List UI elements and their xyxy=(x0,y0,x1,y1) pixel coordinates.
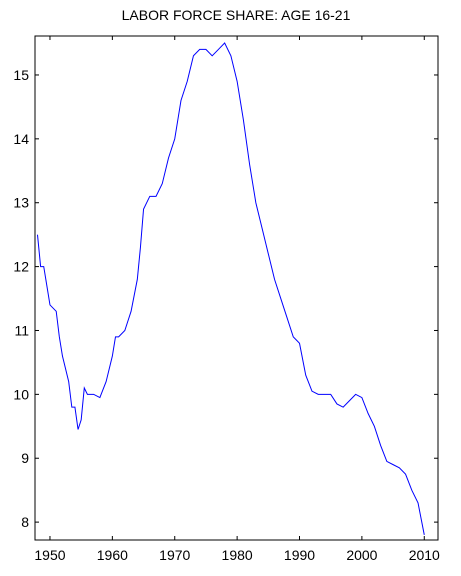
y-tick-label: 11 xyxy=(14,322,29,338)
x-tick-label: 2000 xyxy=(346,547,377,563)
x-tick-label: 1960 xyxy=(97,547,128,563)
y-tick-label: 10 xyxy=(13,386,29,402)
x-tick-label: 1950 xyxy=(34,547,65,563)
y-tick-label: 14 xyxy=(13,131,29,147)
line xyxy=(36,42,425,535)
x-tick-label: 1980 xyxy=(222,547,253,563)
plot-frame xyxy=(34,35,439,541)
y-tick-label: 13 xyxy=(13,195,29,211)
chart-title: LABOR FORCE SHARE: AGE 16-21 xyxy=(122,7,351,23)
y-tick-label: 9 xyxy=(21,450,29,466)
y-tick-label: 8 xyxy=(21,514,29,530)
y-tick-label: 15 xyxy=(13,67,29,83)
y-tick-label: 12 xyxy=(13,259,29,275)
x-tick-label: 1970 xyxy=(159,547,190,563)
x-tick-label: 1990 xyxy=(284,547,315,563)
x-tick-label: 2010 xyxy=(409,547,440,563)
